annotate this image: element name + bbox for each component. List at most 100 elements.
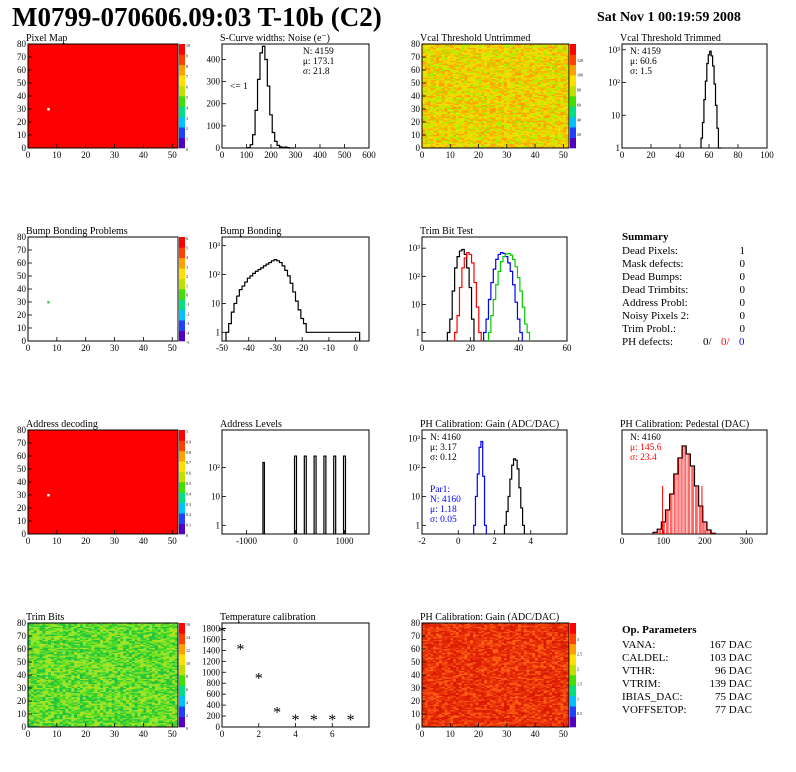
heatmap-cell	[520, 93, 525, 95]
heatmap-cell	[520, 81, 525, 84]
heatmap-cell	[549, 114, 553, 116]
heatmap-cell	[467, 81, 471, 84]
heatmap-cell	[33, 724, 37, 726]
heatmap-cell	[467, 137, 471, 140]
palette-segment	[179, 140, 185, 144]
heatmap-cell	[453, 109, 457, 111]
heatmap-cell	[427, 75, 431, 77]
heatmap-cell	[501, 125, 505, 128]
heatmap-cell	[436, 53, 440, 55]
heatmap-cell	[450, 125, 454, 128]
heatmap-cell	[447, 83, 451, 85]
heatmap-cell	[444, 109, 448, 111]
heatmap-cell	[526, 135, 530, 137]
heatmap-cell	[495, 83, 499, 85]
heatmap-cell	[495, 120, 499, 123]
heatmap-cell	[563, 101, 567, 103]
heatmap-cell	[498, 135, 502, 137]
heatmap-cell	[461, 125, 465, 128]
heatmap-cell	[498, 47, 502, 50]
heatmap-cell	[470, 93, 474, 95]
x-tick-label: 2	[492, 536, 497, 546]
heatmap-cell	[472, 133, 477, 136]
heatmap-cell	[546, 66, 550, 68]
heatmap-cell	[515, 64, 519, 67]
heatmap-cell	[520, 102, 525, 105]
heatmap-cell	[503, 112, 508, 115]
heatmap-cell	[523, 135, 527, 137]
heatmap-cell	[436, 70, 440, 72]
heatmap-cell	[458, 62, 462, 64]
heatmap-cell	[501, 62, 505, 64]
heatmap-cell	[441, 79, 445, 81]
heatmap-cell	[523, 72, 527, 75]
heatmap-cell	[560, 105, 564, 107]
heatmap-cell	[453, 64, 457, 67]
heatmap-cell	[422, 55, 426, 58]
heatmap-cell	[503, 93, 508, 95]
heatmap-cell	[484, 86, 488, 89]
heatmap-cell	[566, 129, 570, 132]
heatmap-cell	[424, 125, 428, 128]
heatmap-cell	[427, 51, 431, 54]
heatmap-cell	[478, 50, 482, 53]
heatmap-cell	[535, 105, 539, 107]
heatmap-cell	[557, 105, 561, 107]
heatmap-cell	[441, 111, 445, 114]
heatmap-cell	[447, 103, 451, 106]
heatmap-cell	[543, 132, 547, 134]
palette-segment	[570, 119, 576, 123]
heatmap-cell	[422, 138, 426, 141]
heatmap-cell	[512, 85, 516, 88]
heatmap-cell	[467, 98, 471, 101]
heatmap-cell	[30, 686, 35, 689]
heatmap-cell	[487, 51, 491, 54]
heatmap-cell	[28, 672, 32, 674]
heatmap-cell	[461, 106, 465, 108]
heatmap-cell	[489, 73, 493, 76]
heatmap-cell	[526, 145, 530, 147]
heatmap-cell	[546, 129, 550, 132]
heatmap-cell	[506, 71, 510, 73]
heatmap-cell	[427, 92, 431, 94]
heatmap-cell	[33, 638, 37, 641]
heatmap-cell	[520, 144, 525, 146]
heatmap-cell	[464, 55, 468, 58]
heatmap-cell	[532, 107, 536, 110]
heatmap-cell	[470, 76, 474, 79]
heatmap-cell	[487, 93, 491, 95]
heatmap-cell	[540, 47, 544, 50]
heatmap-cell	[444, 138, 448, 141]
heatmap-cell	[560, 99, 564, 102]
heatmap-cell	[467, 128, 471, 131]
heatmap-cell	[552, 114, 556, 116]
address-level-peak	[303, 455, 307, 534]
heatmap-cell	[543, 96, 547, 98]
heatmap-cell	[503, 67, 508, 69]
heatmap-cell	[554, 145, 558, 147]
palette-segment	[179, 505, 185, 509]
heatmap-cell	[566, 120, 570, 123]
heatmap-cell	[436, 72, 440, 75]
heatmap-cell	[537, 60, 542, 63]
heatmap-cell	[472, 131, 477, 133]
heatmap-cell	[554, 45, 558, 47]
heatmap-cell	[30, 655, 35, 658]
heatmap-cell	[461, 64, 465, 67]
heatmap-cell	[467, 73, 471, 76]
heatmap-cell	[543, 105, 547, 107]
heatmap-cell	[518, 47, 522, 50]
heatmap-cell	[478, 79, 482, 81]
heatmap-cell	[526, 45, 530, 47]
heatmap-cell	[523, 111, 527, 114]
heatmap-cell	[427, 112, 431, 115]
heatmap-cell	[492, 58, 496, 60]
heatmap-cell	[433, 64, 437, 67]
heatmap-cell	[33, 703, 37, 706]
heatmap-cell	[427, 88, 431, 90]
heatmap-cell	[546, 63, 550, 66]
heatmap-cell	[557, 92, 561, 94]
heatmap-cell	[532, 84, 536, 86]
heatmap-cell	[529, 59, 533, 62]
heatmap-cell	[492, 123, 496, 125]
